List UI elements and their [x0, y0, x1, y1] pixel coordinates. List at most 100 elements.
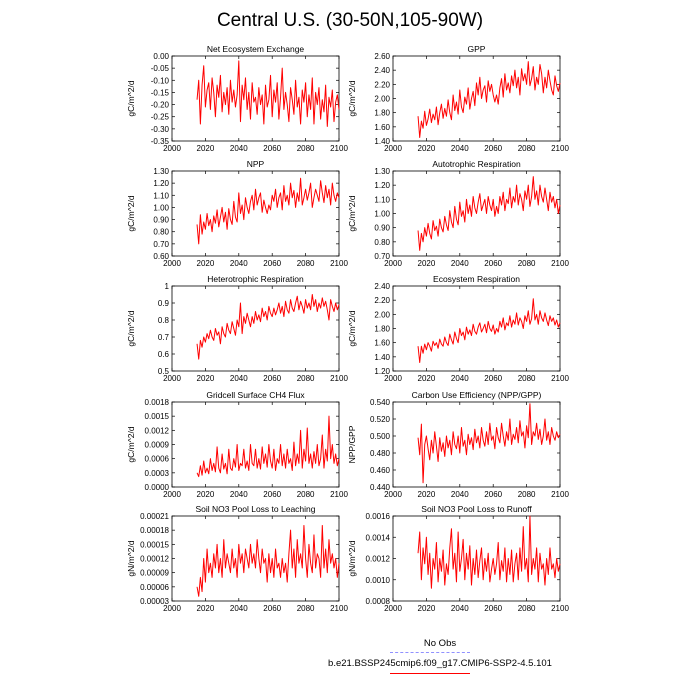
y-axis-label: gN/m^2/d [347, 540, 357, 576]
x-tick-label: 2080 [297, 259, 315, 268]
y-tick-label: 0.0006 [145, 455, 170, 464]
x-tick-label: 2020 [197, 490, 215, 499]
series-line [417, 298, 561, 363]
plot-frame [171, 285, 340, 372]
y-tick-label: 1.40 [374, 137, 390, 146]
y-axis-label: gC/m^2/d [347, 80, 357, 116]
plot-frame [392, 401, 561, 488]
x-tick-label: 2080 [297, 374, 315, 383]
x-tick-label: 2060 [263, 490, 281, 499]
y-tick-label: 0.9 [158, 299, 170, 308]
series-line [417, 61, 561, 138]
x-tick-label: 2080 [518, 144, 536, 153]
y-tick-label: 0.0015 [145, 412, 170, 421]
y-tick-label: 1.10 [374, 195, 390, 204]
y-tick-label: 0.0000 [145, 483, 170, 492]
x-tick-label: 2060 [263, 374, 281, 383]
panel-title: Gridcell Surface CH4 Flux [206, 390, 305, 400]
y-tick-label: -0.05 [151, 64, 170, 73]
panel-title: Heterotrophic Respiration [207, 274, 304, 284]
x-tick-label: 2040 [230, 144, 248, 153]
y-tick-label: 0.0016 [366, 512, 391, 521]
x-tick-label: 2020 [418, 604, 436, 613]
y-axis-label: gC/m^2/d [126, 80, 136, 116]
x-tick-label: 2040 [451, 604, 469, 613]
panel-title: Autotrophic Respiration [432, 159, 521, 169]
y-tick-label: -0.35 [151, 137, 170, 146]
x-tick-label: 2000 [163, 144, 181, 153]
y-axis-label: gC/m^2/d [126, 310, 136, 346]
y-axis-label: gC/m^2/d [126, 195, 136, 231]
plot-frame [392, 285, 561, 372]
panel-title: NPP [247, 159, 265, 169]
x-tick-label: 2020 [418, 490, 436, 499]
panel-title: Carbon Use Efficiency (NPP/GPP) [412, 390, 542, 400]
x-tick-label: 2000 [384, 490, 402, 499]
y-tick-label: 1.30 [374, 167, 390, 176]
y-tick-label: 0.0003 [145, 469, 170, 478]
y-tick-label: 0.8 [158, 316, 170, 325]
x-tick-label: 2060 [484, 259, 502, 268]
series-line [196, 415, 340, 478]
x-tick-label: 2020 [418, 144, 436, 153]
x-tick-label: 2080 [297, 604, 315, 613]
y-tick-label: 0.7 [158, 333, 170, 342]
y-tick-label: 1.40 [374, 353, 390, 362]
x-tick-label: 2060 [263, 604, 281, 613]
x-tick-label: 2020 [197, 259, 215, 268]
y-tick-label: 2.40 [374, 66, 390, 75]
y-tick-label: 2.20 [374, 80, 390, 89]
x-tick-label: 2060 [484, 604, 502, 613]
y-tick-label: 0.0008 [366, 597, 391, 606]
x-tick-label: 2080 [518, 374, 536, 383]
x-tick-label: 2040 [451, 259, 469, 268]
panel-5: Ecosystem Respiration 2000 2020 2040 2060 208… [347, 274, 569, 383]
series-line [196, 524, 340, 597]
x-tick-label: 2000 [384, 144, 402, 153]
x-tick-label: 2000 [163, 259, 181, 268]
y-tick-label: 2.60 [374, 52, 390, 61]
legend-obs-line [390, 652, 470, 653]
y-tick-label: 0.60 [153, 252, 169, 261]
x-tick-label: 2100 [330, 604, 348, 613]
panel-0: Net Ecosystem Exchange 2000 2020 2040 2060 20… [126, 44, 348, 153]
y-tick-label: 0.00021 [140, 512, 169, 521]
x-tick-label: 2100 [551, 604, 569, 613]
legend-obs-label: No Obs [423, 638, 457, 649]
y-tick-label: 2.00 [374, 95, 390, 104]
x-tick-label: 2000 [384, 604, 402, 613]
y-tick-label: 0.0018 [145, 398, 170, 407]
y-tick-label: 0.00003 [140, 597, 169, 606]
y-tick-label: 1.10 [153, 191, 169, 200]
x-tick-label: 2100 [330, 259, 348, 268]
panel-4: Heterotrophic Respiration 2000 2020 2040 206… [126, 274, 348, 383]
x-tick-label: 2040 [230, 259, 248, 268]
x-tick-label: 2100 [551, 259, 569, 268]
x-tick-label: 2020 [197, 144, 215, 153]
y-tick-label: 0.480 [370, 449, 391, 458]
y-tick-label: 1.20 [153, 179, 169, 188]
y-tick-label: 0.00006 [140, 583, 169, 592]
series-line [196, 60, 340, 127]
y-axis-label: gC/m^2/d [347, 195, 357, 231]
y-tick-label: 0.70 [374, 252, 390, 261]
x-tick-label: 2060 [484, 144, 502, 153]
x-tick-label: 2000 [163, 374, 181, 383]
x-tick-label: 2060 [263, 259, 281, 268]
x-tick-label: 2060 [263, 144, 281, 153]
y-tick-label: 0.80 [153, 228, 169, 237]
x-tick-label: 2060 [484, 490, 502, 499]
panel-1: GPP 2000 2020 2040 2060 2080 2100 1.40 1.60 1.80 2… [347, 44, 569, 153]
x-tick-label: 2080 [518, 604, 536, 613]
y-tick-label: 1.80 [374, 109, 390, 118]
panel-3: Autotrophic Respiration 2000 2020 2040 2060 2… [347, 159, 569, 268]
panel-9: Soil NO3 Pool Loss to Runoff 2000 2020 2040… [347, 504, 569, 613]
y-tick-label: 1.30 [153, 167, 169, 176]
y-tick-label: -0.30 [151, 125, 170, 134]
y-tick-label: 0.6 [158, 350, 170, 359]
panel-title: Net Ecosystem Exchange [207, 44, 305, 54]
y-tick-label: 0.5 [158, 367, 170, 376]
panel-title: Soil NO3 Pool Loss to Runoff [421, 504, 532, 514]
y-tick-label: 1.60 [374, 123, 390, 132]
